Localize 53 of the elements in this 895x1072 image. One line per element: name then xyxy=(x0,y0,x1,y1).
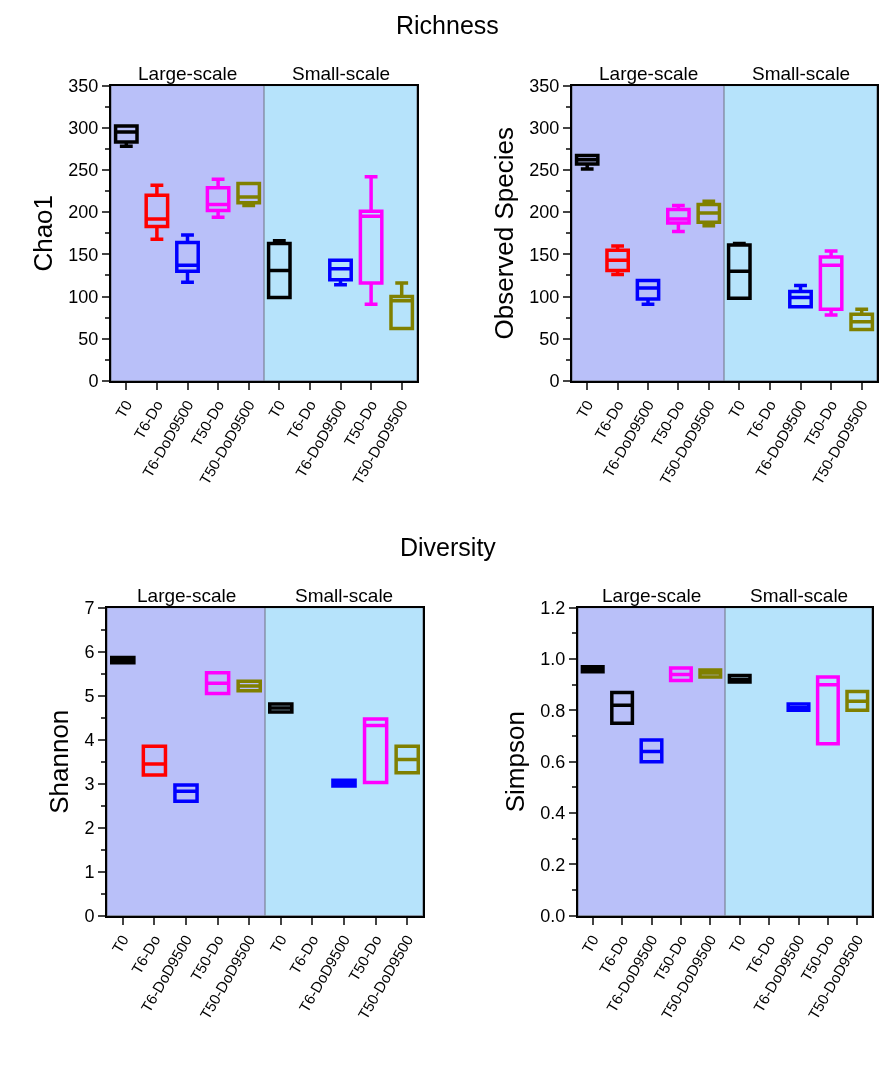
y-tick-label: 0.6 xyxy=(540,752,566,773)
x-tick-label: T0 xyxy=(264,397,289,421)
x-tick-label: T0 xyxy=(111,397,136,421)
y-tick-label: 250 xyxy=(529,160,560,181)
y-tick-label: 7 xyxy=(84,597,95,618)
y-tick-label: 100 xyxy=(529,286,560,307)
y-tick-label: 0 xyxy=(84,906,95,927)
x-tick-label: T0 xyxy=(108,932,132,956)
y-tick-label: 50 xyxy=(78,329,99,350)
y-tick-label: 0.8 xyxy=(540,700,566,721)
band-label: Small-scale xyxy=(752,63,851,84)
band-label: Large-scale xyxy=(602,585,702,606)
band-label: Large-scale xyxy=(137,585,237,606)
text: Diversity xyxy=(400,533,497,561)
y-tick-label: 2 xyxy=(84,818,95,839)
band-label: Small-scale xyxy=(292,63,391,84)
y-tick-label: 350 xyxy=(68,75,99,96)
y-tick-label: 300 xyxy=(68,118,99,139)
x-tick-label: T0 xyxy=(578,932,602,956)
y-axis-title: Shannon xyxy=(44,709,75,814)
y-tick-label: 0 xyxy=(88,371,99,392)
y-axis-title: Chao1 xyxy=(28,194,59,272)
y-tick-label: 6 xyxy=(84,641,95,662)
y-tick-label: 0.4 xyxy=(540,803,566,824)
y-tick-label: 250 xyxy=(68,160,99,181)
y-tick-label: 1 xyxy=(84,862,95,883)
y-tick-label: 300 xyxy=(529,118,560,139)
band-label: Large-scale xyxy=(599,63,699,84)
x-tick-label: T0 xyxy=(725,932,749,956)
y-tick-label: 4 xyxy=(84,730,95,750)
y-tick-label: 150 xyxy=(68,244,99,265)
x-tick-label: T0 xyxy=(724,397,749,421)
text: Richness xyxy=(396,11,499,39)
y-tick-label: 100 xyxy=(68,286,99,307)
y-tick-label: 350 xyxy=(529,75,560,96)
y-tick-label: 1.0 xyxy=(540,649,566,670)
y-tick-label: 3 xyxy=(84,774,95,795)
x-tick-label: T0 xyxy=(266,932,290,956)
band-label: Small-scale xyxy=(295,585,394,606)
y-axis-title: Simpson xyxy=(500,711,531,813)
y-tick-label: 0 xyxy=(549,371,560,392)
x-tick-label: T0 xyxy=(572,397,597,421)
y-tick-label: 5 xyxy=(84,685,95,706)
band-label: Large-scale xyxy=(138,63,238,84)
y-tick-label: 0.2 xyxy=(540,854,566,875)
band-label: Small-scale xyxy=(750,585,849,606)
y-axis-title: Observed Species xyxy=(489,127,520,340)
y-tick-label: 200 xyxy=(529,202,560,223)
y-tick-label: 150 xyxy=(529,244,560,265)
y-tick-label: 0.0 xyxy=(540,906,566,927)
y-tick-label: 200 xyxy=(68,202,99,223)
y-tick-label: 50 xyxy=(539,329,560,350)
y-tick-label: 1.2 xyxy=(540,597,566,618)
